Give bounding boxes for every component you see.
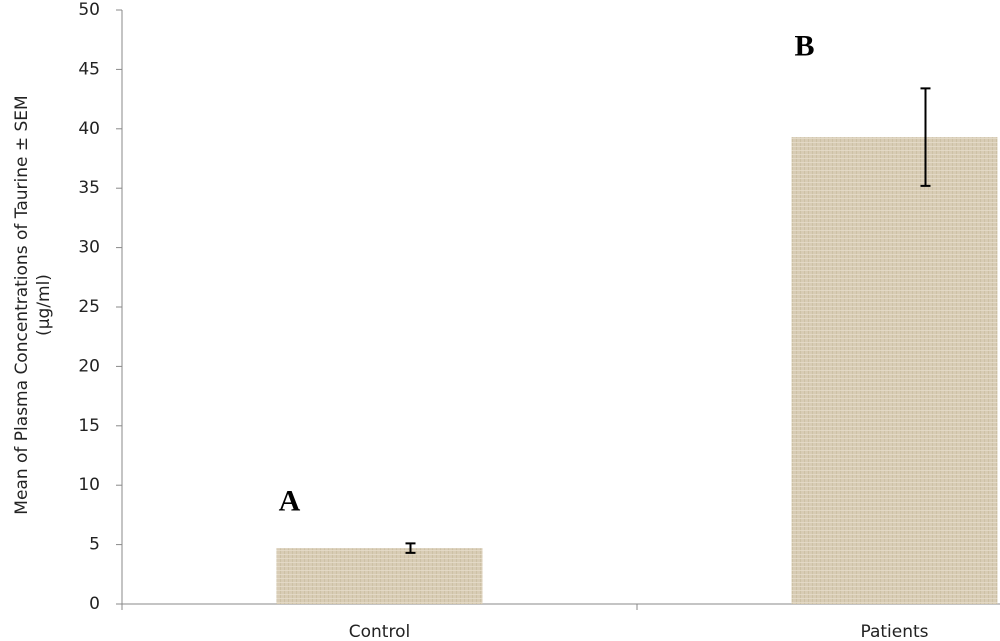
y-tick-label: 20 — [78, 356, 100, 376]
y-tick-label: 30 — [78, 238, 100, 258]
bar — [791, 137, 998, 604]
y-axis-title-line: (µg/ml) — [34, 274, 54, 336]
y-tick-label: 40 — [78, 119, 100, 139]
y-tick-label: 25 — [78, 297, 100, 317]
y-axis-title-line: Mean of Plasma Concentrations of Taurine… — [12, 95, 32, 514]
y-tick-label: 45 — [78, 59, 100, 79]
error-bar — [920, 87, 931, 187]
y-tick-label: 0 — [89, 594, 100, 614]
y-tick-label: 5 — [89, 535, 100, 555]
bar — [276, 548, 483, 604]
x-tick-label: Control — [349, 622, 410, 641]
error-bar — [405, 542, 416, 554]
y-tick-label: 15 — [78, 416, 100, 436]
bar-annotation: A — [279, 484, 301, 517]
x-tick-label: Patients — [860, 622, 928, 641]
bar-annotation: B — [794, 29, 814, 62]
y-tick-label: 10 — [78, 475, 100, 495]
y-axis-title: Mean of Plasma Concentrations of Taurine… — [12, 95, 54, 514]
y-tick-label: 35 — [78, 178, 100, 198]
y-tick-label: 50 — [78, 0, 100, 20]
